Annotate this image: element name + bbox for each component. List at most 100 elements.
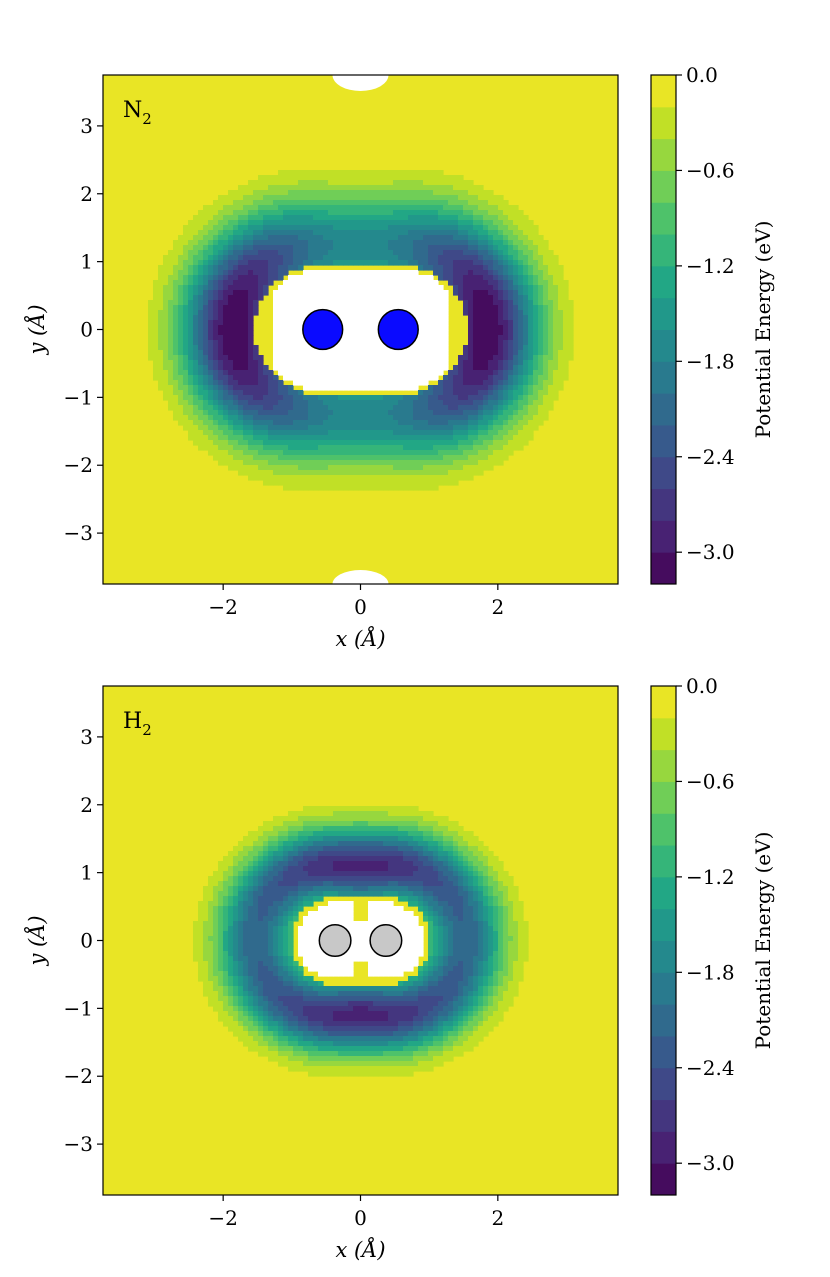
contour-cell — [378, 450, 384, 456]
contour-cell — [253, 911, 259, 917]
contour-cell — [263, 445, 269, 451]
contour-cell — [333, 255, 339, 261]
contour-cell — [213, 911, 219, 917]
contour-cell — [253, 425, 259, 431]
contour-cell — [343, 335, 349, 341]
contour-cell — [473, 270, 479, 276]
contour-cell — [448, 260, 454, 266]
contour-cell — [428, 250, 434, 256]
contour-cell — [388, 455, 394, 461]
contour-cell — [253, 290, 259, 296]
contour-cell — [333, 480, 339, 486]
contour-cell — [253, 435, 259, 441]
contour-cell — [363, 190, 369, 196]
contour-cell — [353, 280, 359, 286]
contour-cell — [528, 225, 534, 231]
contour-cell — [328, 205, 334, 211]
contour-cell — [323, 250, 329, 256]
contour-cell — [478, 340, 484, 346]
contour-cell — [243, 881, 249, 887]
contour-cell — [363, 430, 369, 436]
contour-cell — [498, 425, 504, 431]
contour-cell — [358, 425, 364, 431]
contour-cell — [243, 325, 249, 331]
contour-cell — [413, 395, 419, 401]
contour-cell — [263, 375, 269, 381]
contour-cell — [323, 425, 329, 431]
contour-cell — [328, 445, 334, 451]
contour-cell — [283, 355, 289, 361]
contour-cell — [198, 265, 204, 271]
contour-cell — [208, 966, 214, 972]
contour-cell — [448, 425, 454, 431]
contour-cell — [483, 220, 489, 226]
contour-cell — [178, 415, 184, 421]
contour-cell — [363, 305, 369, 311]
contour-cell — [418, 355, 424, 361]
contour-cell — [298, 195, 304, 201]
contour-cell — [193, 215, 199, 221]
contour-cell — [288, 485, 294, 491]
contour-cell — [368, 370, 374, 376]
contour-cell — [368, 190, 374, 196]
contour-cell — [263, 200, 269, 206]
contour-cell — [513, 435, 519, 441]
contour-cell — [198, 305, 204, 311]
contour-cell — [418, 345, 424, 351]
contour-cell — [258, 255, 264, 261]
contour-cell — [213, 425, 219, 431]
contour-cell — [488, 235, 494, 241]
contour-cell — [478, 255, 484, 261]
contour-cell — [463, 465, 469, 471]
contour-cell — [348, 345, 354, 351]
contour-cell — [368, 470, 374, 476]
contour-cell — [503, 245, 509, 251]
contour-cell — [533, 385, 539, 391]
contour-cell — [228, 881, 234, 887]
contour-cell — [218, 230, 224, 236]
contour-cell — [223, 265, 229, 271]
contour-cell — [528, 290, 534, 296]
contour-cell — [503, 270, 509, 276]
contour-cell — [268, 260, 274, 266]
contour-cell — [398, 185, 404, 191]
contour-cell — [378, 400, 384, 406]
contour-cell — [278, 235, 284, 241]
contour-cell — [363, 250, 369, 256]
contour-cell — [293, 175, 299, 181]
contour-cell — [543, 335, 549, 341]
contour-cell — [523, 215, 529, 221]
contour-cell — [293, 450, 299, 456]
contour-cell — [498, 280, 504, 286]
contour-cell — [213, 921, 219, 927]
contour-cell — [183, 285, 189, 291]
contour-cell — [223, 896, 229, 902]
contour-cell — [223, 285, 229, 291]
contour-cell — [158, 360, 164, 366]
contour-cell — [313, 220, 319, 226]
contour-cell — [268, 410, 274, 416]
contour-cell — [238, 260, 244, 266]
contour-cell — [248, 245, 254, 251]
contour-cell — [293, 400, 299, 406]
contour-cell — [448, 370, 454, 376]
contour-cell — [398, 430, 404, 436]
contour-cell — [218, 370, 224, 376]
contour-cell — [293, 340, 299, 346]
contour-cell — [268, 275, 274, 281]
contour-cell — [268, 200, 274, 206]
contour-cell — [403, 295, 409, 301]
contour-cell — [298, 460, 304, 466]
contour-cell — [283, 240, 289, 246]
colorbar-tick-label: −0.6 — [686, 158, 735, 182]
contour-cell — [488, 460, 494, 466]
contour-cell — [153, 325, 159, 331]
contour-cell — [283, 250, 289, 256]
contour-cell — [468, 215, 474, 221]
contour-cell — [393, 350, 399, 356]
contour-cell — [298, 415, 304, 421]
contour-cell — [223, 385, 229, 391]
contour-cell — [353, 320, 359, 326]
contour-cell — [558, 330, 564, 336]
contour-cell — [178, 370, 184, 376]
